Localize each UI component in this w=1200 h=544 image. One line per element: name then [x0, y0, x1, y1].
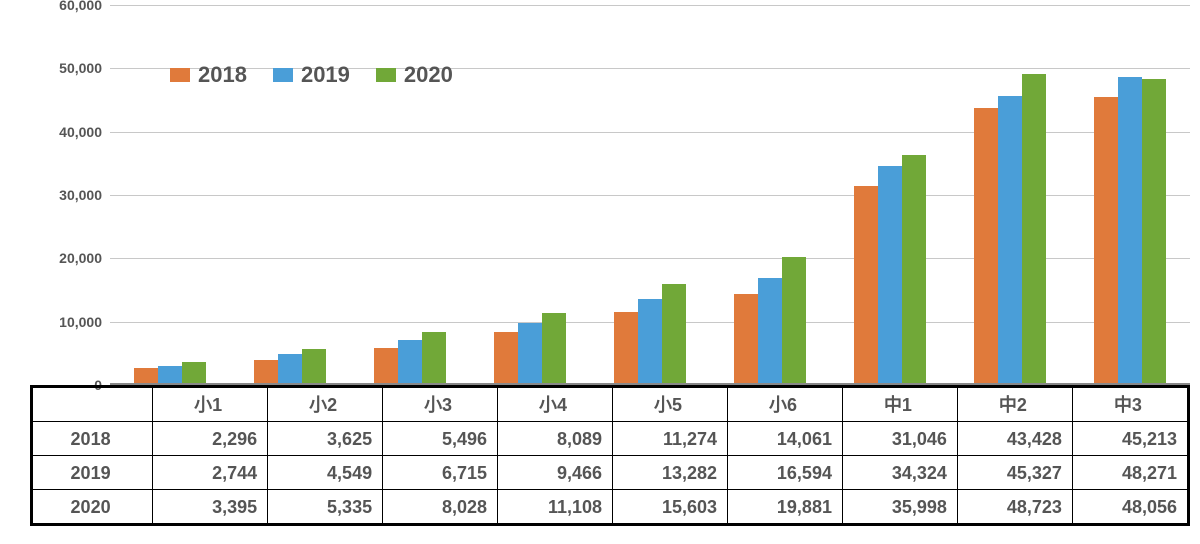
- bar: [1118, 77, 1142, 383]
- bar: [854, 186, 878, 383]
- table-row: 2019 2,744 4,549 6,715 9,466 13,282 16,5…: [33, 456, 1188, 490]
- bar: [614, 312, 638, 383]
- col-header: 小2: [268, 388, 383, 422]
- bar: [878, 166, 902, 383]
- bar: [1094, 97, 1118, 383]
- table-cell: 14,061: [728, 422, 843, 456]
- y-tick-label: 10,000: [59, 314, 102, 330]
- bar: [254, 360, 278, 383]
- table-cell: 16,594: [728, 456, 843, 490]
- bar: [998, 96, 1022, 383]
- table-cell: 45,213: [1072, 422, 1187, 456]
- col-header: 中3: [1072, 388, 1187, 422]
- bar: [302, 349, 326, 383]
- table-header-row: 小1 小2 小3 小4 小5 小6 中1 中2 中3: [33, 388, 1188, 422]
- bar: [182, 362, 206, 384]
- table-cell: 35,998: [842, 490, 957, 524]
- table-cell: 3,625: [268, 422, 383, 456]
- table-row: 2018 2,296 3,625 5,496 8,089 11,274 14,0…: [33, 422, 1188, 456]
- bar: [278, 354, 302, 383]
- bar-group: [830, 5, 950, 383]
- table: 小1 小2 小3 小4 小5 小6 中1 中2 中3 2018 2,296 3,…: [32, 387, 1188, 524]
- bar: [974, 108, 998, 383]
- table-cell: 11,108: [498, 490, 613, 524]
- table-cell: 2,296: [153, 422, 268, 456]
- legend-swatch: [170, 68, 190, 82]
- bar: [734, 294, 758, 383]
- col-header: 小4: [498, 388, 613, 422]
- table-cell: 8,028: [383, 490, 498, 524]
- bar-group: [950, 5, 1070, 383]
- row-header: 2019: [33, 456, 153, 490]
- y-axis: 010,00020,00030,00040,00050,00060,000: [30, 5, 110, 385]
- legend-item: 2018: [170, 62, 247, 88]
- col-header: 中1: [842, 388, 957, 422]
- chart-area: 010,00020,00030,00040,00050,00060,000 20…: [30, 5, 1190, 385]
- table-row: 2020 3,395 5,335 8,028 11,108 15,603 19,…: [33, 490, 1188, 524]
- table-cell: 11,274: [613, 422, 728, 456]
- y-tick-label: 40,000: [59, 124, 102, 140]
- bar: [398, 340, 422, 383]
- bar: [782, 257, 806, 383]
- table-cell: 43,428: [957, 422, 1072, 456]
- table-corner-cell: [33, 388, 153, 422]
- col-header: 小5: [613, 388, 728, 422]
- table-cell: 34,324: [842, 456, 957, 490]
- table-cell: 3,395: [153, 490, 268, 524]
- bar: [134, 368, 158, 383]
- table-cell: 48,056: [1072, 490, 1187, 524]
- bar: [494, 332, 518, 383]
- bar-group: [710, 5, 830, 383]
- y-tick-label: 60,000: [59, 0, 102, 13]
- bar: [758, 278, 782, 383]
- legend-label: 2020: [404, 62, 453, 88]
- y-tick-label: 50,000: [59, 60, 102, 76]
- table-cell: 45,327: [957, 456, 1072, 490]
- table-cell: 48,271: [1072, 456, 1187, 490]
- table-cell: 6,715: [383, 456, 498, 490]
- col-header: 小3: [383, 388, 498, 422]
- bar-group: [590, 5, 710, 383]
- col-header: 小1: [153, 388, 268, 422]
- col-header: 中2: [957, 388, 1072, 422]
- col-header: 小6: [728, 388, 843, 422]
- table-cell: 13,282: [613, 456, 728, 490]
- legend: 2018 2019 2020: [170, 60, 453, 90]
- legend-label: 2019: [301, 62, 350, 88]
- legend-item: 2019: [273, 62, 350, 88]
- bar: [1022, 74, 1046, 383]
- legend-swatch: [376, 68, 396, 82]
- y-tick-label: 20,000: [59, 250, 102, 266]
- data-table: 小1 小2 小3 小4 小5 小6 中1 中2 中3 2018 2,296 3,…: [30, 385, 1190, 526]
- legend-swatch: [273, 68, 293, 82]
- legend-label: 2018: [198, 62, 247, 88]
- bar: [158, 366, 182, 383]
- table-cell: 31,046: [842, 422, 957, 456]
- table-cell: 2,744: [153, 456, 268, 490]
- bar: [902, 155, 926, 383]
- bar-group: [470, 5, 590, 383]
- table-cell: 19,881: [728, 490, 843, 524]
- table-cell: 48,723: [957, 490, 1072, 524]
- row-header: 2020: [33, 490, 153, 524]
- table-cell: 4,549: [268, 456, 383, 490]
- table-cell: 8,089: [498, 422, 613, 456]
- y-tick-label: 30,000: [59, 187, 102, 203]
- table-cell: 5,335: [268, 490, 383, 524]
- figure: 010,00020,00030,00040,00050,00060,000 20…: [0, 0, 1200, 544]
- bar: [662, 284, 686, 383]
- bar: [1142, 79, 1166, 383]
- bar: [518, 323, 542, 383]
- row-header: 2018: [33, 422, 153, 456]
- bar: [422, 332, 446, 383]
- table-cell: 5,496: [383, 422, 498, 456]
- bar: [374, 348, 398, 383]
- bar-group: [1070, 5, 1190, 383]
- table-cell: 9,466: [498, 456, 613, 490]
- bar: [638, 299, 662, 383]
- table-cell: 15,603: [613, 490, 728, 524]
- legend-item: 2020: [376, 62, 453, 88]
- bar: [542, 313, 566, 383]
